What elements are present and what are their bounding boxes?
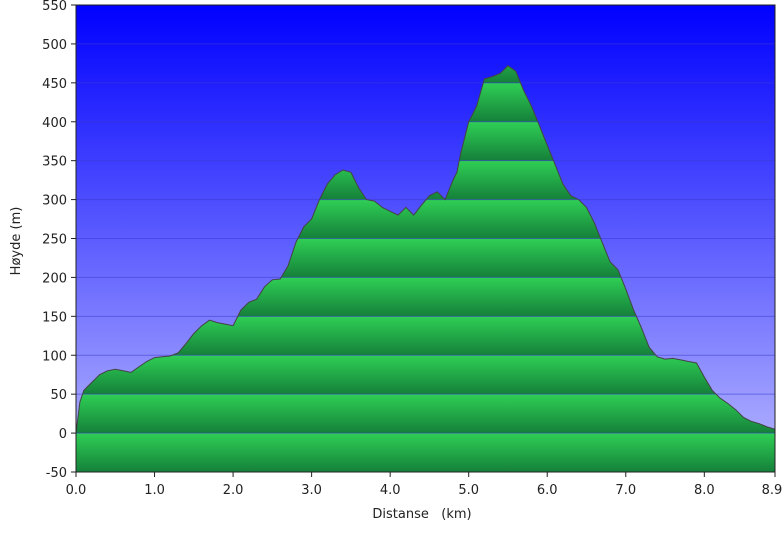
y-tick-label: 200 xyxy=(42,271,67,286)
y-tick-label: 350 xyxy=(42,155,67,170)
y-tick-label: 250 xyxy=(42,233,67,248)
x-tick-label: 8.9 xyxy=(762,483,783,498)
x-tick-label: 1.0 xyxy=(144,483,165,498)
y-tick-label: 50 xyxy=(50,388,67,403)
y-tick-label: 300 xyxy=(42,194,67,209)
y-tick-label: 0 xyxy=(59,427,67,442)
y-tick-label: 550 xyxy=(42,0,67,14)
x-tick-label: 8.0 xyxy=(694,483,715,498)
x-tick-label: 2.0 xyxy=(223,483,244,498)
x-tick-label: 6.0 xyxy=(537,483,558,498)
x-axis-ticks: 0.0 1.0 2.0 3.0 4.0 5.0 6.0 7.0 8.0 8.9 xyxy=(66,472,783,498)
elevation-band xyxy=(76,355,775,395)
elevation-outline xyxy=(75,65,776,434)
x-tick-label: 7.0 xyxy=(615,483,636,498)
y-tick-label: 400 xyxy=(42,116,67,131)
x-axis-label: Distanse (km) xyxy=(372,507,471,522)
x-tick-label: 0.0 xyxy=(66,483,87,498)
x-tick-label: 5.0 xyxy=(458,483,479,498)
x-tick-label: 3.0 xyxy=(301,483,322,498)
y-tick-label: -50 xyxy=(46,466,67,481)
x-tick-label: 4.0 xyxy=(380,483,401,498)
y-tick-label: 500 xyxy=(42,38,67,53)
y-tick-label: 450 xyxy=(42,77,67,92)
y-tick-label: 150 xyxy=(42,310,67,325)
y-tick-label: 100 xyxy=(42,349,67,364)
elevation-band xyxy=(76,433,775,472)
elevation-band xyxy=(76,394,775,434)
y-axis-label: Høyde (m) xyxy=(9,207,24,276)
